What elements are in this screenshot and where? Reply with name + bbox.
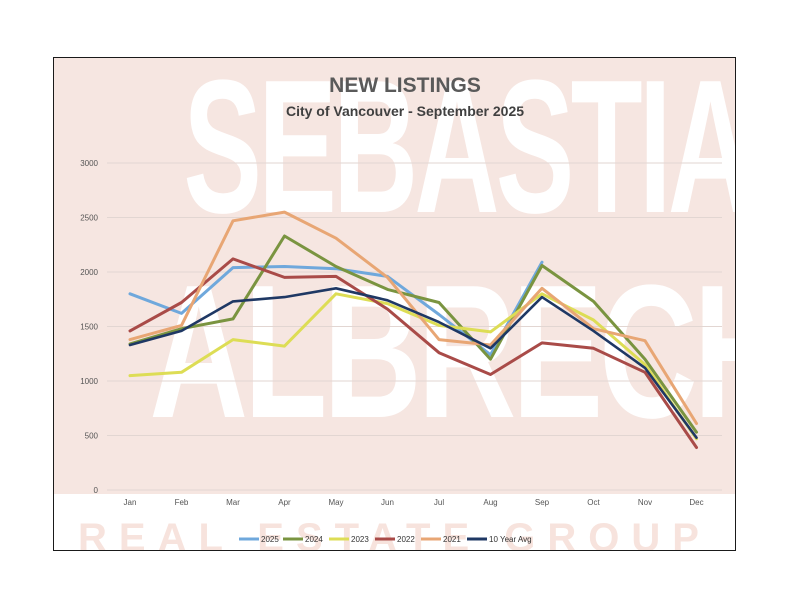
y-tick-label: 2000 xyxy=(80,268,98,277)
x-tick-label: May xyxy=(328,498,343,507)
series-line-3 xyxy=(128,257,698,449)
y-tick-label: 3000 xyxy=(80,159,98,168)
y-tick-label: 1500 xyxy=(80,323,98,332)
watermark-line-3: REAL ESTATE GROUP xyxy=(78,516,711,551)
legend-label-5: 10 Year Avg xyxy=(489,535,532,544)
x-tick-label: Mar xyxy=(226,498,240,507)
y-tick-label: 0 xyxy=(94,486,99,495)
chart-frame: SEBASTIAN ALBRECHT REAL ESTATE GROUP NEW… xyxy=(53,57,736,551)
x-tick-label: Feb xyxy=(175,498,189,507)
x-axis-ticks: Jan Feb Mar Apr May Jun Jul Aug Sep Oct Nov Dec xyxy=(124,498,704,507)
grid-lines xyxy=(107,162,722,491)
chart-subtitle: City of Vancouver - September 2025 xyxy=(286,103,524,119)
x-tick-label: Jan xyxy=(124,498,137,507)
series-lines xyxy=(128,210,698,449)
series-line-5 xyxy=(128,287,698,440)
series-line-1 xyxy=(128,234,698,434)
legend-label-0: 2025 xyxy=(261,535,279,544)
legend-label-3: 2022 xyxy=(397,535,415,544)
series-line-2 xyxy=(128,292,698,441)
x-tick-label: Sep xyxy=(535,498,550,507)
y-axis-ticks: 0 500 1000 1500 2000 2500 3000 xyxy=(80,159,98,495)
legend-label-1: 2024 xyxy=(305,535,323,544)
line-chart: NEW LISTINGS City of Vancouver - Septemb… xyxy=(80,74,722,544)
chart-title: NEW LISTINGS xyxy=(329,74,481,97)
x-tick-label: Apr xyxy=(278,498,291,507)
x-tick-label: Nov xyxy=(638,498,652,507)
x-tick-label: Aug xyxy=(483,498,497,507)
x-tick-label: Oct xyxy=(587,498,600,507)
watermark-band xyxy=(54,58,735,494)
x-tick-label: Dec xyxy=(689,498,703,507)
x-tick-label: Jun xyxy=(381,498,394,507)
legend-label-2: 2023 xyxy=(351,535,369,544)
y-tick-label: 2500 xyxy=(80,214,98,223)
legend: 2025 2024 2023 2022 2021 10 Year Avg xyxy=(239,535,532,544)
x-tick-label: Jul xyxy=(434,498,444,507)
legend-label-4: 2021 xyxy=(443,535,461,544)
series-line-4 xyxy=(128,210,698,425)
y-tick-label: 500 xyxy=(85,432,99,441)
y-tick-label: 1000 xyxy=(80,377,98,386)
